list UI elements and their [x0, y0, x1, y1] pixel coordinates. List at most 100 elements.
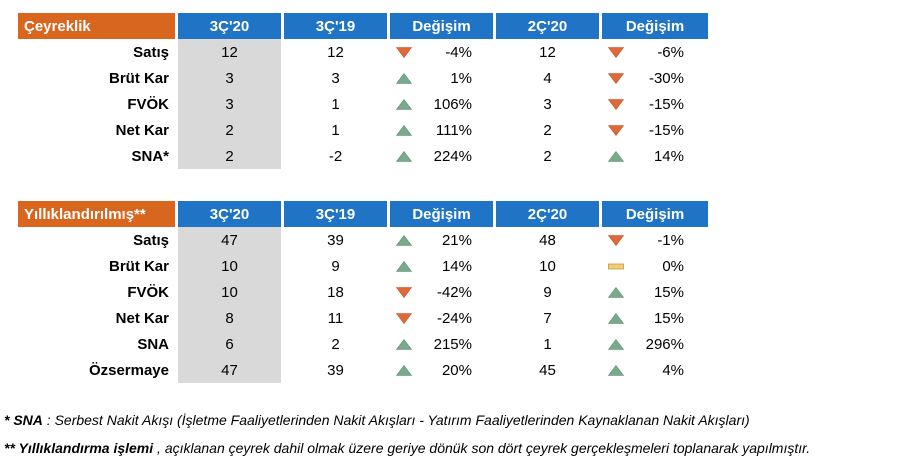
down-triangle-icon: [396, 46, 412, 58]
down-triangle-icon: [608, 234, 624, 246]
table-row: SNA* 2 -2 224% 2 14%: [18, 143, 708, 169]
footnote-sna-text: : Serbest Nakit Akışı (İşletme Faaliyetl…: [42, 412, 750, 428]
header-q3-20: 3Ç'20: [178, 13, 284, 39]
change-qoq-value: 296%: [645, 335, 684, 353]
change-yoy-cell: 21%: [390, 227, 496, 253]
up-triangle-icon: [396, 98, 412, 110]
value-q2-20: 2: [496, 117, 602, 143]
value-q2-20: 48: [496, 227, 602, 253]
value-q2-20: 7: [496, 305, 602, 331]
value-q3-20: 8: [178, 305, 284, 331]
value-q2-20: 3: [496, 91, 602, 117]
value-q3-20: 6: [178, 331, 284, 357]
header-change-yoy: Değişim: [390, 201, 496, 227]
row-label: SNA: [18, 331, 178, 357]
row-label: FVÖK: [18, 91, 178, 117]
footnote-sna-term: * SNA: [4, 412, 43, 428]
change-yoy-value: 20%: [441, 361, 472, 379]
footnote-annualization-term: ** Yıllıklandırma işlemi: [4, 440, 154, 456]
row-label: Özsermaye: [18, 357, 178, 383]
change-yoy-cell: 14%: [390, 253, 496, 279]
change-qoq-cell: 296%: [602, 331, 708, 357]
up-triangle-icon: [396, 234, 412, 246]
table-row: Brüt Kar 10 9 14% 10 0%: [18, 253, 708, 279]
header-change-qoq: Değişim: [602, 13, 708, 39]
up-triangle-icon: [608, 312, 624, 324]
change-yoy-value: -24%: [436, 309, 472, 327]
change-qoq-cell: -15%: [602, 117, 708, 143]
value-q3-19: 1: [284, 91, 390, 117]
table-row: FVÖK 10 18 -42% 9 15%: [18, 279, 708, 305]
up-triangle-icon: [396, 124, 412, 136]
annualized-body: Satış 47 39 21% 48 -1% Brüt Kar 10 9 14% 10 0% FVÖK 1…: [18, 227, 708, 383]
change-qoq-cell: 15%: [602, 305, 708, 331]
header-change-yoy: Değişim: [390, 13, 496, 39]
value-q3-19: 18: [284, 279, 390, 305]
value-q2-20: 45: [496, 357, 602, 383]
row-label: Net Kar: [18, 117, 178, 143]
change-qoq-value: -30%: [648, 69, 684, 87]
change-qoq-cell: 0%: [602, 253, 708, 279]
value-q3-19: 12: [284, 39, 390, 65]
header-q3-19: 3Ç'19: [284, 201, 390, 227]
up-triangle-icon: [396, 364, 412, 376]
change-qoq-value: 0%: [662, 257, 684, 275]
up-triangle-icon: [396, 260, 412, 272]
up-triangle-icon: [396, 338, 412, 350]
change-qoq-value: -15%: [648, 95, 684, 113]
change-yoy-value: 21%: [441, 231, 472, 249]
quarterly-table: Çeyreklik 3Ç'20 3Ç'19 Değişim 2Ç'20 Değişim S…: [18, 13, 708, 169]
change-qoq-cell: -15%: [602, 91, 708, 117]
value-q3-19: 1: [284, 117, 390, 143]
value-q3-20: 10: [178, 279, 284, 305]
change-qoq-cell: 14%: [602, 143, 708, 169]
value-q2-20: 10: [496, 253, 602, 279]
header-label: Yıllıklandırılmış**: [18, 201, 178, 227]
change-qoq-value: 14%: [653, 147, 684, 165]
change-yoy-cell: 111%: [390, 117, 496, 143]
value-q3-20: 12: [178, 39, 284, 65]
change-yoy-cell: 106%: [390, 91, 496, 117]
value-q2-20: 9: [496, 279, 602, 305]
value-q3-20: 2: [178, 143, 284, 169]
change-qoq-value: 15%: [653, 309, 684, 327]
header-q2-20: 2Ç'20: [496, 201, 602, 227]
table-row: Satış 47 39 21% 48 -1%: [18, 227, 708, 253]
value-q2-20: 4: [496, 65, 602, 91]
row-label: Brüt Kar: [18, 253, 178, 279]
change-yoy-value: 106%: [433, 95, 472, 113]
value-q2-20: 12: [496, 39, 602, 65]
annualized-table: Yıllıklandırılmış** 3Ç'20 3Ç'19 Değişim 2Ç'2…: [18, 201, 708, 383]
flat-bar-icon: [608, 263, 624, 269]
up-triangle-icon: [608, 338, 624, 350]
change-yoy-value: 111%: [435, 121, 472, 139]
change-yoy-cell: 215%: [390, 331, 496, 357]
footnote-sna: * SNA : Serbest Nakit Akışı (İşletme Faa…: [4, 412, 750, 428]
change-qoq-value: 15%: [653, 283, 684, 301]
change-qoq-cell: 4%: [602, 357, 708, 383]
quarterly-header-row: Çeyreklik 3Ç'20 3Ç'19 Değişim 2Ç'20 Değişim: [18, 13, 708, 39]
change-yoy-value: -4%: [445, 43, 472, 61]
up-triangle-icon: [396, 150, 412, 162]
value-q3-20: 3: [178, 65, 284, 91]
up-triangle-icon: [396, 72, 412, 84]
change-qoq-cell: -6%: [602, 39, 708, 65]
value-q2-20: 2: [496, 143, 602, 169]
change-yoy-cell: 224%: [390, 143, 496, 169]
change-qoq-value: 4%: [662, 361, 684, 379]
header-q2-20: 2Ç'20: [496, 13, 602, 39]
table-row: Özsermaye 47 39 20% 45 4%: [18, 357, 708, 383]
change-qoq-cell: 15%: [602, 279, 708, 305]
footnote-annualization: ** Yıllıklandırma işlemi , açıklanan çey…: [4, 440, 810, 456]
row-label: SNA*: [18, 143, 178, 169]
table-row: Satış 12 12 -4% 12 -6%: [18, 39, 708, 65]
table-row: SNA 6 2 215% 1 296%: [18, 331, 708, 357]
value-q3-20: 47: [178, 227, 284, 253]
header-change-qoq: Değişim: [602, 201, 708, 227]
change-yoy-value: 14%: [441, 257, 472, 275]
value-q3-20: 2: [178, 117, 284, 143]
value-q3-20: 3: [178, 91, 284, 117]
value-q3-20: 10: [178, 253, 284, 279]
change-yoy-value: 215%: [433, 335, 472, 353]
change-yoy-cell: -24%: [390, 305, 496, 331]
